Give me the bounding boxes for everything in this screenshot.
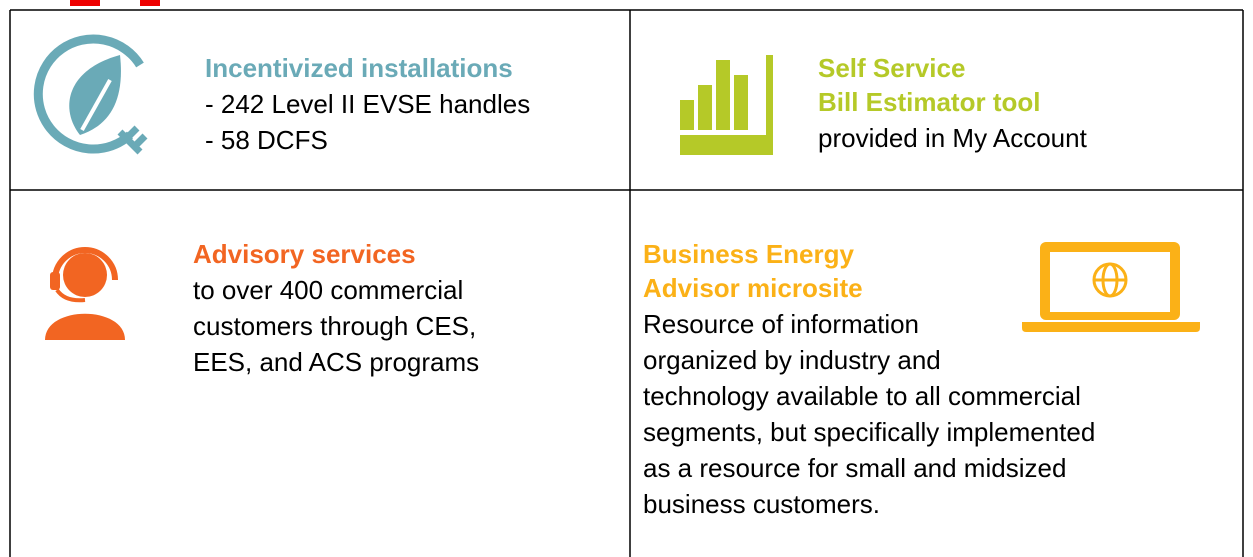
bar-chart-icon — [680, 55, 773, 155]
cell-text: segments, but specifically implemented — [643, 417, 1095, 447]
cell-title: Incentivized installations — [205, 53, 513, 83]
cell-text: - 242 Level II EVSE handles — [205, 89, 530, 119]
cell-text: technology available to all commercial — [643, 381, 1081, 411]
cell-title: Self Service — [818, 53, 965, 83]
headset-person-icon — [45, 247, 125, 340]
cell-text: EES, and ACS programs — [193, 347, 479, 377]
cell-title: Advisory services — [193, 239, 416, 269]
laptop-icon — [1022, 242, 1200, 332]
table-grid — [9, 9, 1244, 557]
cell-text: to over 400 commercial — [193, 275, 463, 305]
cell-title: Business Energy — [643, 239, 855, 269]
leaf-plug-icon — [33, 34, 148, 155]
cell-text: Resource of information — [643, 309, 919, 339]
cell-title: Bill Estimator tool — [818, 87, 1040, 117]
cell-text: customers through CES, — [193, 311, 476, 341]
cropped-heading — [70, 0, 160, 6]
cell-title: Advisor microsite — [643, 273, 863, 303]
cell-text: business customers. — [643, 489, 880, 519]
cell-text: - 58 DCFS — [205, 125, 328, 155]
cell-text: provided in My Account — [818, 123, 1088, 153]
cell-text: organized by industry and — [643, 345, 941, 375]
cell-text: as a resource for small and midsized — [643, 453, 1066, 483]
